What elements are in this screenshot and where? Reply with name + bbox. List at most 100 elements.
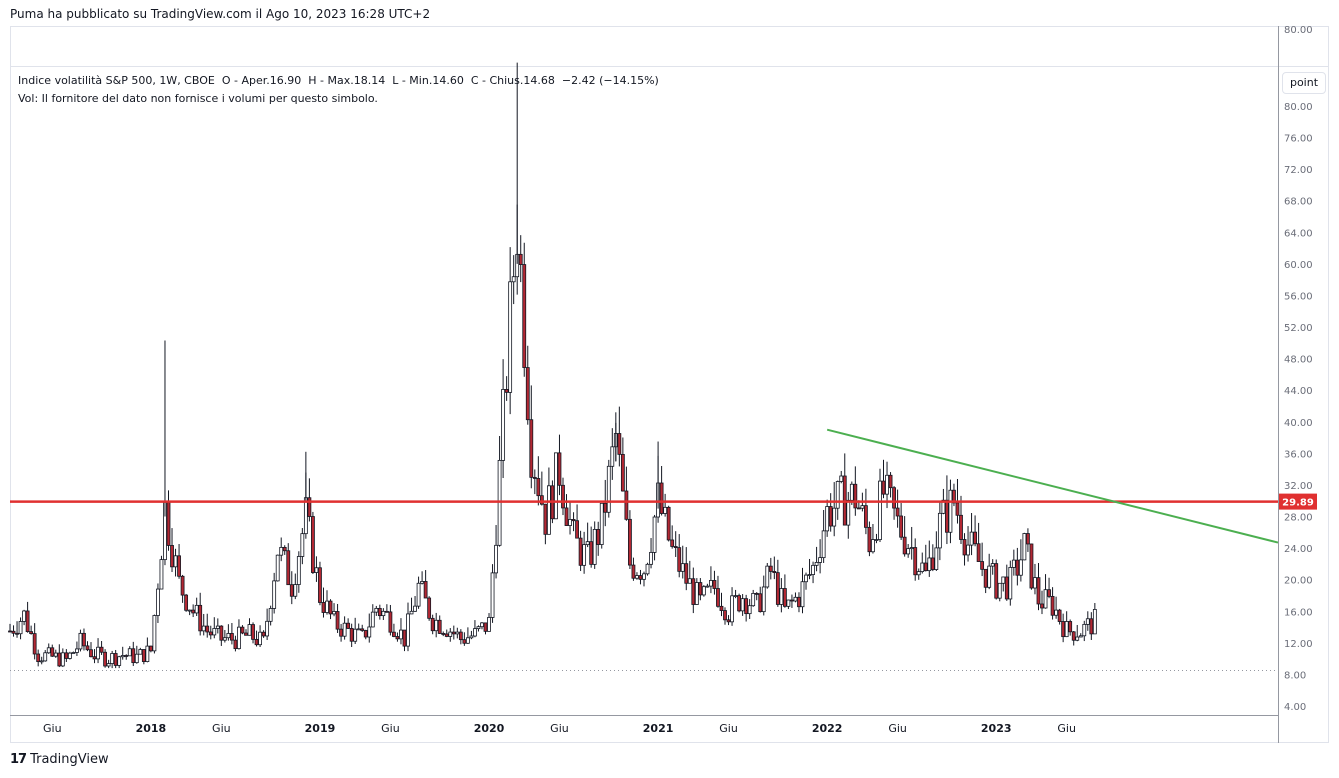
- candle-body: [765, 565, 770, 588]
- y-tick-label: 40.00: [1284, 418, 1313, 429]
- candle-body: [212, 628, 217, 636]
- candle-body: [75, 648, 79, 653]
- candle-body: [709, 580, 713, 587]
- candle-body: [712, 580, 717, 589]
- candle-body: [733, 595, 738, 597]
- candle-body: [1047, 589, 1051, 597]
- candle-body: [1004, 576, 1009, 600]
- candle-body: [744, 598, 749, 615]
- candle-body: [57, 652, 62, 667]
- candle-body: [275, 554, 280, 582]
- candle-body: [980, 561, 985, 570]
- candle-body: [342, 622, 347, 637]
- candle-body: [476, 626, 481, 630]
- candle-body: [698, 582, 703, 596]
- y-tick-label: 32.00: [1284, 481, 1313, 492]
- chart-frame: [10, 26, 1329, 743]
- candle-body: [642, 573, 646, 580]
- candle-body: [1018, 559, 1023, 576]
- candle-body: [473, 628, 477, 637]
- candle-body: [673, 546, 678, 549]
- candle-body: [694, 582, 699, 605]
- candle-body: [871, 539, 875, 553]
- candle-body: [547, 485, 551, 535]
- x-tick-label: Giu: [888, 722, 907, 735]
- candle-body: [53, 652, 58, 657]
- candle-body: [592, 529, 597, 565]
- candle-body: [782, 588, 787, 607]
- candle-body: [282, 546, 287, 552]
- candle-body: [825, 506, 830, 532]
- candle-body: [148, 645, 153, 652]
- candle-body: [170, 545, 174, 568]
- candle-body: [156, 588, 160, 616]
- candle-body: [994, 563, 999, 599]
- candle-body: [916, 571, 921, 576]
- x-tick-label: 2020: [474, 722, 505, 735]
- candle-body: [878, 480, 882, 540]
- candle-body: [930, 557, 935, 570]
- candle-body: [360, 628, 365, 631]
- candle-body: [191, 609, 196, 614]
- candle-body: [811, 564, 815, 575]
- candle-body: [25, 610, 30, 633]
- legend-open-label: O - Aper.: [221, 74, 270, 87]
- candle-body: [279, 546, 284, 556]
- candle-body: [311, 516, 315, 573]
- y-tick-label: 24.00: [1284, 544, 1313, 555]
- candle-body: [184, 594, 189, 611]
- legend-low-label: L - Min.: [392, 74, 433, 87]
- candle-body: [18, 621, 23, 635]
- trend-line[interactable]: [826, 428, 1279, 544]
- candle-body: [536, 478, 541, 497]
- candle-body: [29, 631, 34, 634]
- candle-body: [106, 663, 111, 667]
- candle-body: [1050, 596, 1055, 616]
- y-tick-label: 44.00: [1284, 386, 1313, 397]
- candle-body: [902, 536, 907, 555]
- candle-body: [927, 557, 932, 572]
- candle-body: [990, 563, 995, 567]
- y-tick-label: 52.00: [1284, 323, 1313, 334]
- candle-body: [120, 655, 125, 658]
- candle-body: [494, 544, 498, 574]
- candle-body: [356, 628, 361, 631]
- pane-separator[interactable]: [10, 66, 1329, 67]
- candle-body: [50, 647, 55, 657]
- candle-body: [680, 563, 685, 572]
- candle-body: [444, 633, 449, 637]
- candle-body: [645, 563, 650, 575]
- candle-body: [71, 652, 76, 654]
- legend-low-value: 14.60: [432, 74, 464, 87]
- tradingview-logo[interactable]: 17 TradingView: [10, 752, 109, 767]
- scale-mode-button[interactable]: point: [1282, 72, 1326, 94]
- legend-close-label: C - Chius.: [470, 74, 524, 87]
- candle-body: [430, 617, 435, 632]
- candle-body: [451, 631, 456, 635]
- candle-body: [966, 544, 970, 556]
- candle-body: [384, 610, 389, 613]
- candle-body: [173, 555, 178, 568]
- candle-body: [117, 656, 122, 666]
- candle-body: [779, 588, 784, 605]
- candle-body: [67, 652, 72, 659]
- legend-volume-note: Vol: Il fornitore del dato non fornisce …: [18, 92, 378, 105]
- candle-body: [78, 632, 83, 650]
- candle-body: [564, 507, 569, 526]
- candle-body: [247, 624, 252, 636]
- candle-body: [969, 531, 974, 546]
- candle-body: [543, 503, 548, 535]
- candle-body: [1043, 589, 1048, 609]
- legend-close-value: 14.68: [523, 74, 555, 87]
- candle-body: [332, 611, 336, 615]
- candle-body: [11, 630, 16, 634]
- candle-body: [346, 622, 351, 629]
- candle-body: [758, 593, 763, 613]
- x-tick-label: Giu: [381, 722, 400, 735]
- y-tick-label: 76.00: [1284, 134, 1313, 145]
- candle-body: [881, 480, 886, 495]
- candle-body: [222, 637, 227, 641]
- candle-body: [198, 604, 203, 632]
- candle-body: [1008, 567, 1013, 600]
